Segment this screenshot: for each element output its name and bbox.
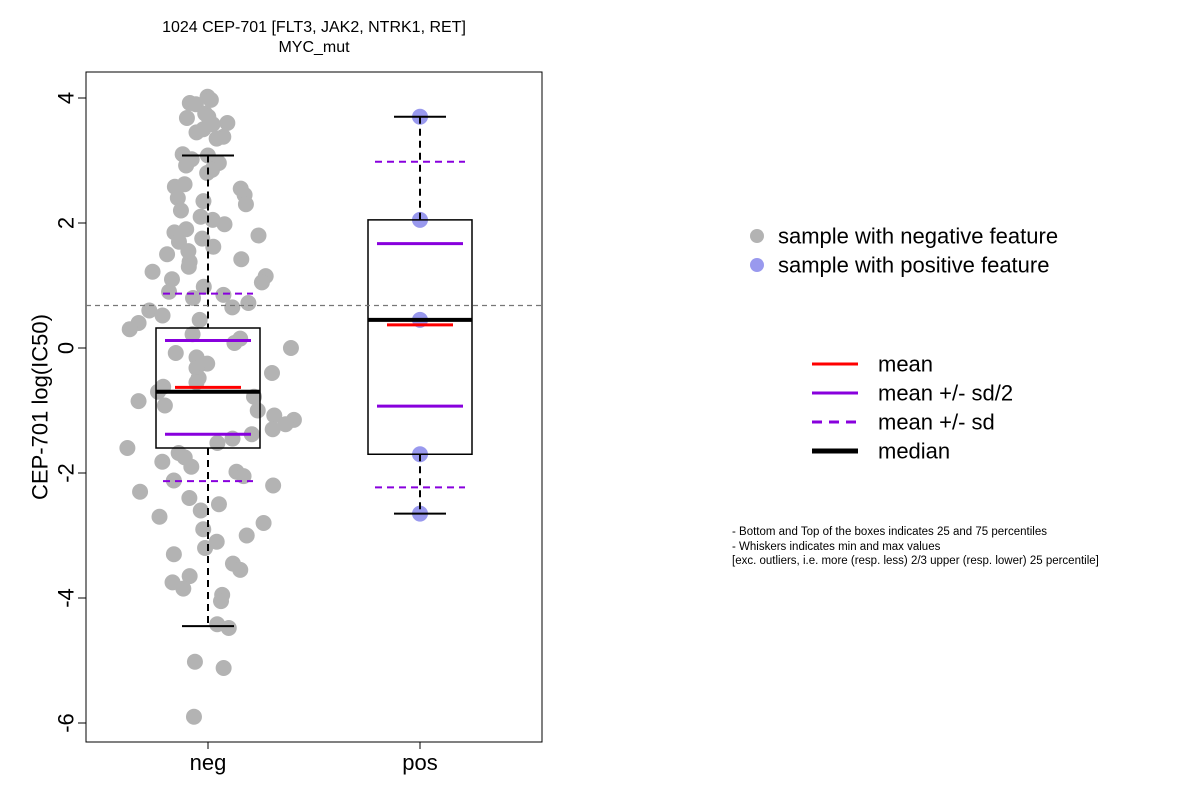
data-point <box>264 421 281 438</box>
data-point <box>159 246 176 263</box>
data-point <box>264 365 281 381</box>
data-point <box>249 402 266 419</box>
legend-point-marker <box>750 258 764 272</box>
data-point <box>215 660 232 676</box>
data-point <box>255 515 272 531</box>
x-tick-label-neg: neg <box>190 750 227 775</box>
data-point <box>219 115 236 131</box>
legend-line-label: mean <box>878 352 933 377</box>
data-point <box>238 527 255 544</box>
data-point <box>202 91 219 108</box>
box <box>367 219 473 455</box>
data-point <box>169 190 186 206</box>
note-box-percentiles: - Bottom and Top of the boxes indicates … <box>732 526 1047 538</box>
data-point <box>224 299 241 316</box>
data-point <box>250 227 267 244</box>
data-point <box>181 568 198 585</box>
note-whiskers: - Whiskers indicates min and max values <box>732 540 941 553</box>
data-point <box>121 321 138 338</box>
y-tick-label: -4 <box>54 588 79 608</box>
data-point <box>220 620 237 636</box>
data-point <box>226 335 243 351</box>
data-point <box>192 208 209 225</box>
chart-title: 1024 CEP-701 [FLT3, JAK2, NTRK1, RET] <box>162 19 466 36</box>
data-point <box>208 130 225 147</box>
data-point <box>265 477 282 494</box>
x-tick-label-pos: pos <box>402 750 437 775</box>
data-point <box>205 238 222 255</box>
y-tick-label: 0 <box>54 342 79 354</box>
data-point <box>253 274 270 291</box>
data-point <box>156 397 173 414</box>
plot-frame <box>85 71 543 743</box>
data-point <box>130 393 147 410</box>
data-point <box>233 251 250 268</box>
data-point <box>186 653 203 670</box>
data-point <box>191 311 208 328</box>
data-point <box>215 286 232 303</box>
data-point <box>237 196 254 213</box>
data-point <box>209 435 226 451</box>
data-point <box>197 540 214 556</box>
data-point <box>282 340 299 356</box>
data-point <box>185 290 202 306</box>
data-point <box>192 502 209 519</box>
data-point <box>119 440 136 456</box>
data-point <box>194 230 211 247</box>
data-point <box>154 307 171 324</box>
legend-line-label: mean +/- sd <box>878 410 995 435</box>
data-point <box>181 490 198 506</box>
data-point <box>132 483 149 500</box>
data-point <box>165 546 182 563</box>
data-point <box>151 508 168 525</box>
data-point <box>266 407 283 424</box>
box <box>155 327 261 449</box>
group-neg <box>119 88 302 725</box>
data-point <box>183 458 200 475</box>
chart-notes: - Bottom and Top of the boxes indicates … <box>732 525 1099 569</box>
data-point <box>172 202 189 219</box>
data-point <box>163 271 180 288</box>
data-point <box>195 193 212 210</box>
data-point <box>161 283 178 300</box>
data-point <box>232 561 249 578</box>
data-point <box>178 110 195 126</box>
legend-line-label: mean +/- sd/2 <box>878 381 1013 406</box>
legend-line-label: median <box>878 439 950 464</box>
data-point <box>167 345 184 361</box>
y-tick-label: -2 <box>54 463 79 483</box>
data-point <box>213 593 230 610</box>
data-point <box>154 453 171 470</box>
y-tick-label: 2 <box>54 217 79 229</box>
data-point <box>243 426 260 443</box>
data-point <box>141 302 158 319</box>
group-pos <box>367 108 473 522</box>
legend-point-label: sample with positive feature <box>778 253 1049 278</box>
chart-subtitle: MYC_mut <box>278 39 350 56</box>
plot-layer: 4 2 0 -2 -4 -6 CEP-701 log(IC50) neg pos <box>28 71 543 775</box>
legend-point-label: sample with negative feature <box>778 224 1058 249</box>
data-point <box>210 496 227 513</box>
legend: sample with negative feature sample with … <box>750 224 1058 464</box>
y-tick-label: 4 <box>54 92 79 104</box>
data-point <box>185 708 202 725</box>
data-point <box>144 263 161 280</box>
legend-point-marker <box>750 229 764 243</box>
data-point <box>178 157 195 174</box>
y-axis-label: CEP-701 log(IC50) <box>28 314 53 500</box>
data-point <box>175 580 192 597</box>
data-point <box>277 416 294 433</box>
data-point <box>216 216 233 233</box>
data-point <box>240 295 257 311</box>
y-tick-label: -6 <box>54 713 79 733</box>
data-point <box>184 326 201 343</box>
chart-title-block: 1024 CEP-701 [FLT3, JAK2, NTRK1, RET] MY… <box>86 18 542 58</box>
note-outliers: [exc. outliers, i.e. more (resp. less) 2… <box>732 555 1099 567</box>
data-point <box>165 472 182 489</box>
data-point <box>180 258 197 275</box>
data-point <box>188 124 205 141</box>
